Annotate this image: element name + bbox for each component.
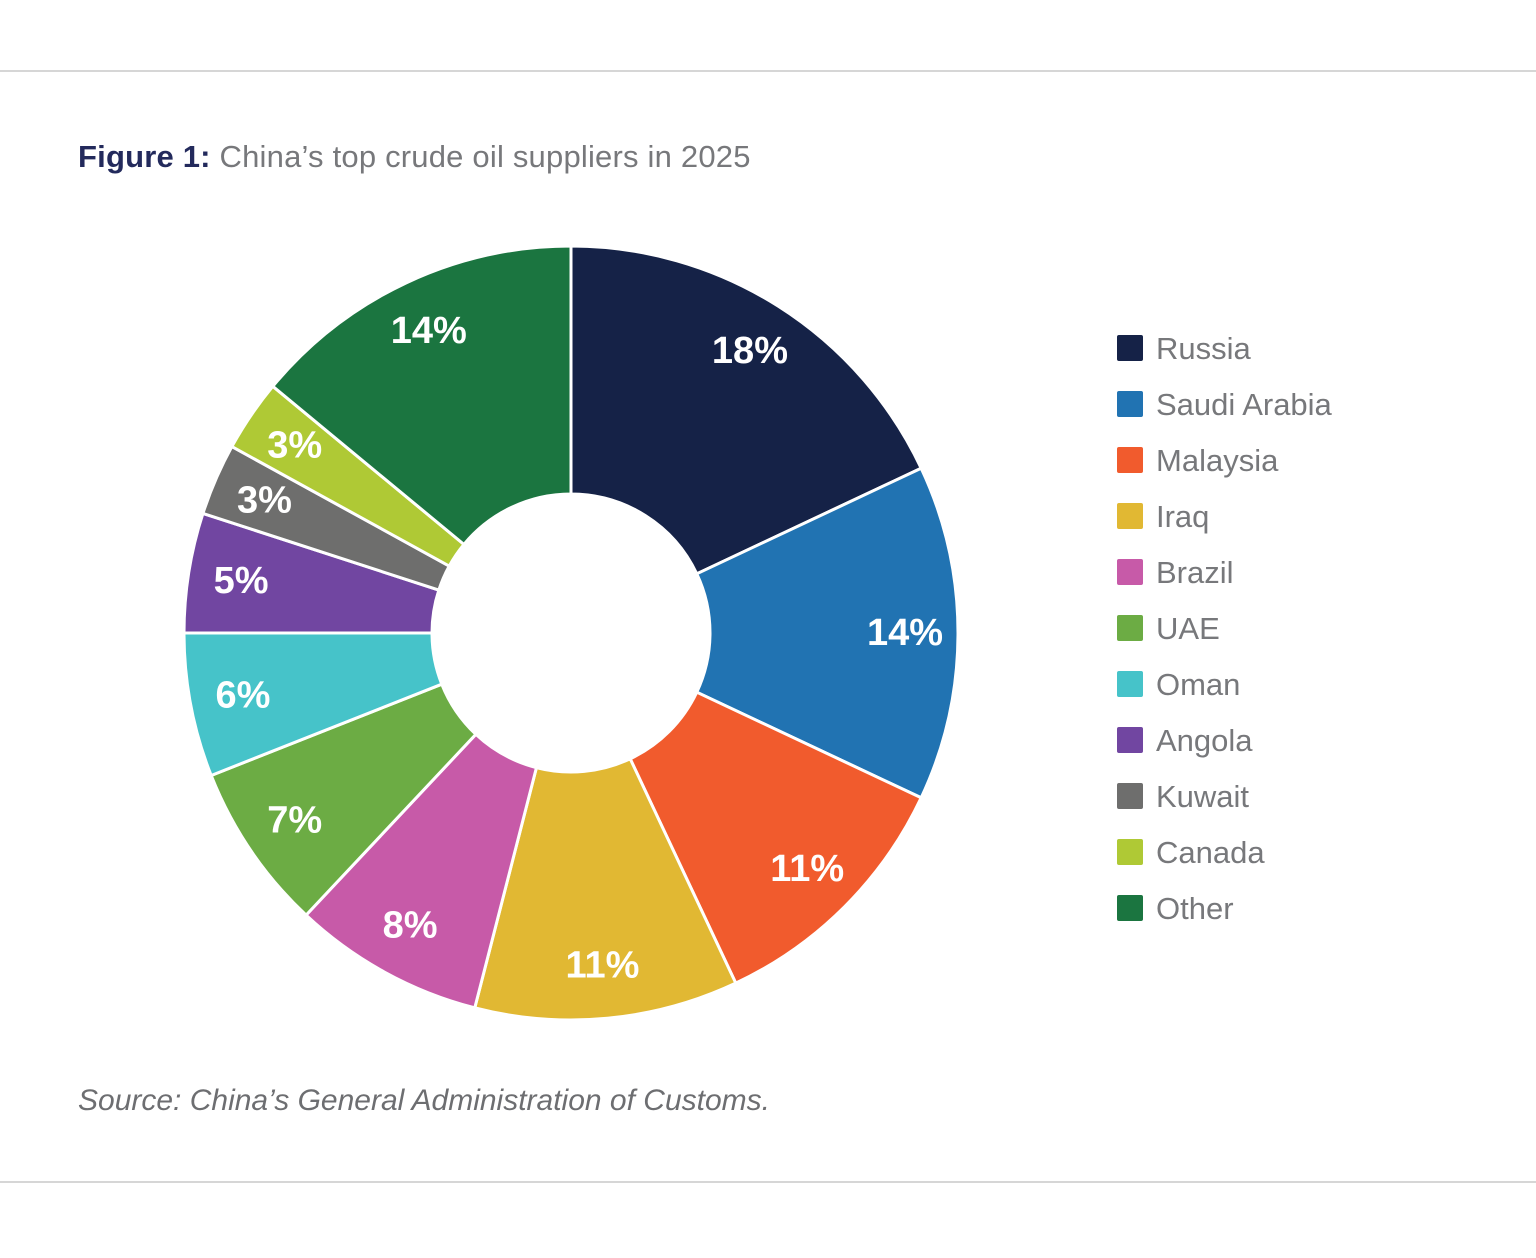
figure-title-text: China’s top crude oil suppliers in 2025 — [219, 139, 751, 174]
legend-item-angola: Angola — [1117, 712, 1332, 768]
legend-swatch-uae — [1117, 615, 1143, 641]
legend-swatch-russia — [1117, 335, 1143, 361]
legend-label-canada: Canada — [1156, 834, 1265, 870]
legend-swatch-malaysia — [1117, 447, 1143, 473]
legend-swatch-iraq — [1117, 503, 1143, 529]
legend-item-uae: UAE — [1117, 600, 1332, 656]
slice-label-iraq: 11% — [565, 945, 639, 987]
legend-swatch-saudi-arabia — [1117, 391, 1143, 417]
figure-label: Figure 1: — [78, 139, 211, 174]
legend-item-russia: Russia — [1117, 320, 1332, 376]
legend-swatch-kuwait — [1117, 783, 1143, 809]
legend-swatch-other — [1117, 895, 1143, 921]
slice-label-kuwait: 3% — [237, 479, 292, 521]
donut-chart: 18% 14% 11% 11% 8% 7% 6% 5% 3% 3% 14% — [182, 244, 960, 1022]
legend-label-oman: Oman — [1156, 666, 1241, 702]
legend-label-kuwait: Kuwait — [1156, 778, 1250, 814]
slice-label-uae: 7% — [267, 800, 322, 842]
slice-label-malaysia: 11% — [770, 848, 844, 890]
bottom-divider — [0, 1181, 1536, 1183]
slice-label-other: 14% — [391, 310, 467, 352]
pie-slice-russia — [569, 244, 923, 576]
pie-slice-other — [271, 244, 573, 546]
legend-label-uae: UAE — [1156, 610, 1220, 646]
legend-item-iraq: Iraq — [1117, 488, 1332, 544]
slice-label-canada: 3% — [267, 424, 322, 466]
legend-item-other: Other — [1117, 880, 1332, 936]
slice-label-russia: 18% — [712, 330, 788, 372]
legend-label-angola: Angola — [1156, 722, 1253, 758]
legend: Russia Saudi Arabia Malaysia Iraq Brazil UAE O… — [1117, 320, 1332, 936]
legend-label-russia: Russia — [1156, 330, 1251, 366]
legend-item-kuwait: Kuwait — [1117, 768, 1332, 824]
slice-label-angola: 5% — [214, 560, 269, 602]
slice-label-saudi-arabia: 14% — [867, 612, 943, 654]
legend-item-brazil: Brazil — [1117, 544, 1332, 600]
legend-swatch-canada — [1117, 839, 1143, 865]
legend-item-oman: Oman — [1117, 656, 1332, 712]
legend-label-saudi-arabia: Saudi Arabia — [1156, 386, 1332, 422]
legend-item-saudi-arabia: Saudi Arabia — [1117, 376, 1332, 432]
legend-item-canada: Canada — [1117, 824, 1332, 880]
slice-label-oman: 6% — [215, 675, 270, 717]
legend-label-brazil: Brazil — [1156, 554, 1234, 590]
legend-item-malaysia: Malaysia — [1117, 432, 1332, 488]
legend-label-malaysia: Malaysia — [1156, 442, 1279, 478]
legend-label-iraq: Iraq — [1156, 498, 1210, 534]
slice-label-brazil: 8% — [383, 905, 438, 947]
legend-swatch-brazil — [1117, 559, 1143, 585]
top-divider — [0, 70, 1536, 72]
pie-slice-saudi-arabia — [695, 466, 960, 800]
legend-swatch-oman — [1117, 671, 1143, 697]
pie-slice-iraq — [473, 757, 738, 1022]
legend-swatch-angola — [1117, 727, 1143, 753]
figure-title: Figure 1: China’s top crude oil supplier… — [78, 138, 751, 175]
legend-label-other: Other — [1156, 890, 1234, 926]
source-note: Source: China’s General Administration o… — [78, 1084, 770, 1117]
